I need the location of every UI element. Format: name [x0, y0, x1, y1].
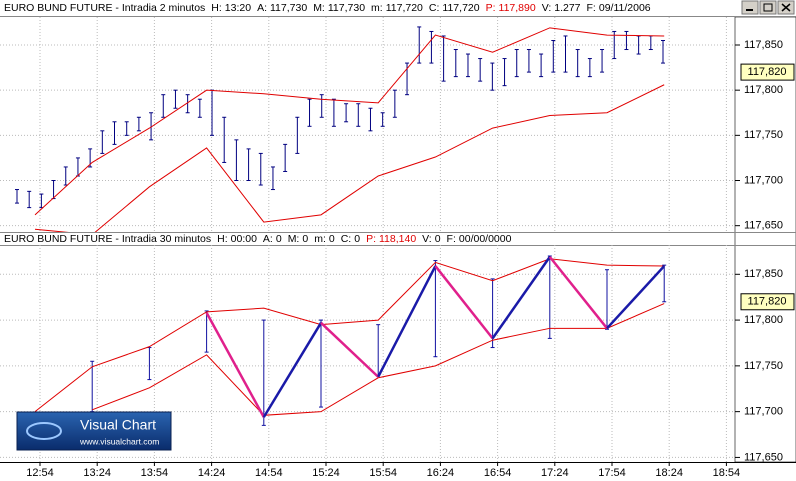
field-value: 117,720	[386, 2, 423, 14]
field-label: V:	[542, 2, 552, 14]
field-label: M:	[313, 2, 325, 14]
field-label: P:	[486, 2, 496, 14]
plot-area	[0, 17, 735, 232]
field-label: M:	[288, 233, 300, 245]
minimize-button[interactable]	[741, 0, 759, 15]
envelope-line	[34, 27, 665, 216]
x-tick-label: 17:54	[598, 467, 626, 479]
zigzag-segment	[377, 265, 437, 378]
plot-area	[0, 245, 735, 462]
field-value: 0	[329, 233, 335, 245]
field-value: 117,890	[499, 2, 536, 14]
field-value: 09/11/2006	[599, 2, 651, 14]
maximize-button[interactable]	[759, 0, 777, 15]
y-tick-label: 117,800	[744, 84, 783, 96]
logo-name: Visual Chart	[80, 417, 156, 433]
icon	[763, 3, 773, 12]
field-value: 0	[276, 233, 282, 245]
x-tick-label: 12:54	[26, 467, 54, 479]
icon	[781, 3, 791, 12]
zigzag-segment	[434, 265, 494, 340]
field-label: A:	[257, 2, 267, 14]
field-value: 0	[354, 233, 360, 245]
logo-box	[16, 411, 172, 451]
panel-header: EURO BUND FUTURE - Intradia 2 minutos H: 1…	[4, 2, 651, 14]
envelope-line	[34, 84, 665, 232]
field-value: 1.277	[554, 2, 580, 14]
field-label: F:	[447, 233, 456, 245]
x-tick-label: 13:54	[141, 467, 169, 479]
zigzag-segment	[320, 321, 380, 378]
zigzag-segment	[205, 312, 265, 418]
y-tick-label: 117,850	[744, 268, 783, 280]
field-label: H:	[217, 233, 228, 245]
y-tick-label: 117,850	[744, 39, 783, 51]
field-value: 00:00	[231, 233, 257, 245]
field-label: H:	[211, 2, 222, 14]
field-value: 0	[435, 233, 441, 245]
zigzag-segment	[262, 322, 323, 418]
logo-url: www.visualchart.com	[79, 436, 159, 446]
panel-header: EURO BUND FUTURE - Intradia 30 minutos H:…	[4, 233, 512, 245]
envelope-line	[34, 258, 665, 413]
field-value: 118,140	[379, 233, 416, 245]
y-tick-label: 117,750	[744, 129, 783, 141]
field-value: 00/00/0000	[459, 233, 512, 245]
field-value: 117,720	[442, 2, 479, 14]
field-value: 117,730	[328, 2, 365, 14]
header-title: EURO BUND FUTURE - Intradia 30 minutos	[4, 233, 211, 245]
envelope-line	[92, 303, 665, 416]
y-tick-label: 117,700	[744, 174, 783, 186]
y-tick-label: 117,800	[744, 314, 783, 326]
field-value: 117,730	[270, 2, 307, 14]
field-value: 0	[302, 233, 308, 245]
x-tick-label: 17:24	[541, 467, 569, 479]
y-tick-label: 117,650	[744, 451, 783, 463]
x-tick-label: 18:24	[655, 467, 683, 479]
x-tick-label: 16:54	[484, 467, 512, 479]
field-value: 13:20	[225, 2, 251, 14]
y-tick-label: 117,650	[744, 220, 783, 232]
field-label: A:	[263, 233, 273, 245]
price-marker	[740, 63, 795, 81]
field-label: P:	[366, 233, 376, 245]
x-tick-label: 15:54	[369, 467, 397, 479]
x-tick-label: 18:54	[713, 467, 741, 479]
window-buttons	[741, 0, 795, 15]
header-title: EURO BUND FUTURE - Intradia 2 minutos	[4, 2, 205, 14]
x-tick-label: 14:54	[255, 467, 283, 479]
zigzag-segment	[606, 265, 666, 330]
x-tick-label: 16:24	[427, 467, 455, 479]
y-tick-label: 117,750	[744, 360, 783, 372]
price-label: 117,820	[748, 296, 787, 308]
field-label: m:	[371, 2, 383, 14]
field-label: F:	[587, 2, 596, 14]
x-tick-label: 13:24	[83, 467, 111, 479]
field-label: C:	[429, 2, 440, 14]
price-marker	[740, 293, 795, 311]
x-tick-label: 15:24	[312, 467, 340, 479]
zigzag-segment	[491, 256, 551, 340]
logo: Visual Chart www.visualchart.com	[16, 411, 172, 451]
field-label: V:	[422, 233, 432, 245]
zigzag-segment	[548, 256, 608, 330]
price-label: 117,820	[748, 66, 787, 78]
price-scale	[734, 16, 796, 463]
field-label: C:	[341, 233, 352, 245]
x-tick-label: 14:24	[198, 467, 226, 479]
y-tick-label: 117,700	[744, 406, 783, 418]
logo-mark	[26, 422, 62, 440]
field-label: m:	[314, 233, 326, 245]
